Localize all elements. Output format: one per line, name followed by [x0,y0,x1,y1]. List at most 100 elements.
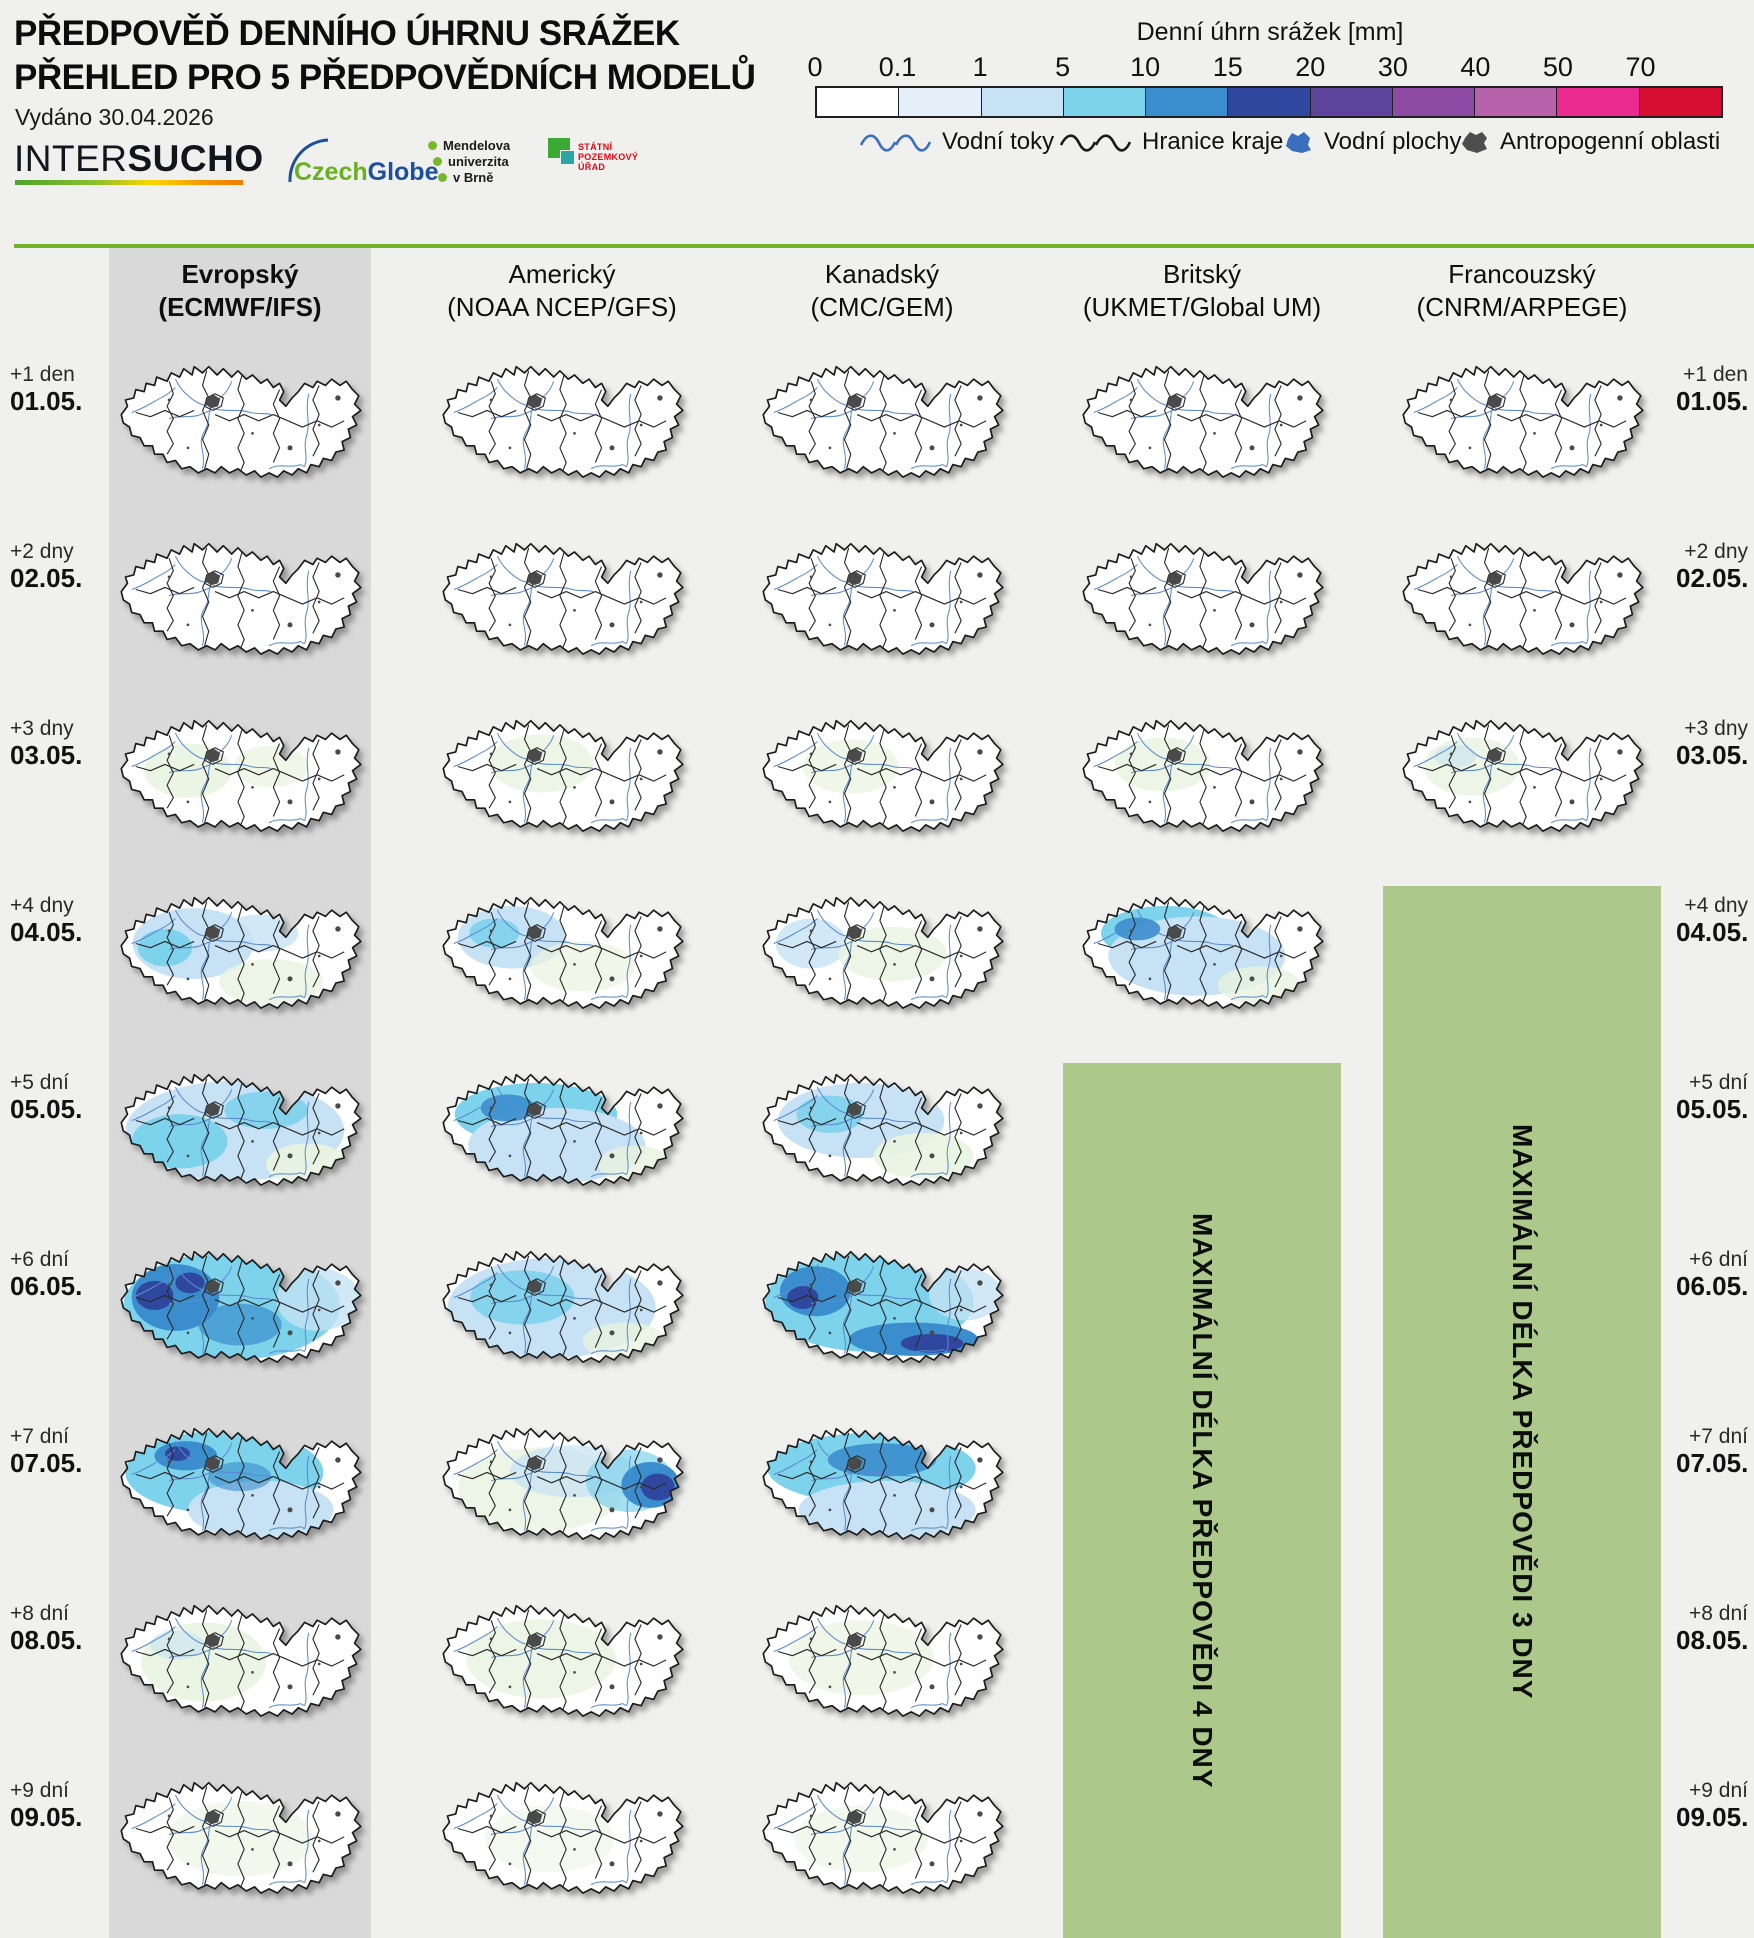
row-offset: +9 dní [10,1779,69,1802]
czechglobe-logo-globe: Globe [367,158,439,186]
row-label-left: +2 dny 02.05. [4,539,82,593]
row-date: 07.05. [1676,1448,1749,1478]
model-header-ecmwf: Evropský (ECMWF/IFS) [158,259,322,322]
colorbar-tick: 0.1 [878,52,917,82]
row-offset: +3 dny [1684,717,1748,740]
row-date: 09.05. [1676,1802,1749,1832]
row-offset: +3 dny [10,717,74,740]
row-offset: +9 dní [1689,1779,1748,1802]
forecast-map [762,365,1004,478]
region-border-icon [1059,134,1132,152]
forecast-map [1082,896,1324,1009]
forecast-map-cell [437,1060,687,1206]
mendelu-line: v Brně [453,170,494,185]
row-label-left: +5 dní 05.05. [4,1070,82,1124]
forecast-map-cell [437,352,687,498]
forecast-map [442,1073,684,1186]
row-offset: +4 dny [10,894,74,917]
row-label-left: +8 dní 08.05. [4,1601,82,1655]
forecast-map [120,1781,362,1894]
czechglobe-logo-czech: Czech [294,158,368,186]
forecast-map-cell [115,1768,365,1914]
forecast-map [442,1427,684,1540]
colorbar-title: Denní úhrn srážek [mm] [1136,18,1404,46]
forecast-map-cell [115,706,365,852]
row-date: 06.05. [1676,1271,1749,1301]
row-label-left: +7 dní 07.05. [4,1424,82,1478]
forecast-map-cell [757,529,1007,675]
czechglobe-logo: CzechGlobe [276,136,438,188]
forecast-map-cell [757,1060,1007,1206]
row-offset: +6 dní [1689,1248,1748,1271]
colorbar-tick: 1 [972,52,988,82]
row-label-right: +1 den 01.05. [1676,362,1748,416]
colorbar-segment [1227,88,1310,116]
row-offset: +5 dní [1689,1071,1748,1094]
colorbar-tick: 40 [1460,52,1491,82]
row-label-left: +9 dní 09.05. [4,1778,82,1832]
colorbar-segment [1556,88,1639,116]
forecast-map-cell [1397,706,1647,852]
forecast-map-cell [115,1060,365,1206]
forecast-map-cell [1077,352,1327,498]
forecast-map [1402,542,1644,655]
forecast-map-cell [437,1414,687,1560]
forecast-map [120,1250,362,1363]
legend-region-border: Hranice kraje [1058,126,1283,158]
max-forecast-box-label: MAXIMÁLNÍ DÉLKA PŘEDPOVĚDI 4 DNY [1187,1212,1218,1789]
forecast-map [762,542,1004,655]
forecast-map [1402,719,1644,832]
row-label-right: +5 dní 05.05. [1676,1070,1748,1124]
forecast-map [442,719,684,832]
row-label-left: +3 dny 03.05. [4,716,82,770]
colorbar [815,86,1723,118]
forecast-map-cell [115,1237,365,1383]
legend-anthropogenic: Antropogenní oblasti [1460,126,1720,158]
forecast-map-cell [1397,529,1647,675]
row-label-right: +3 dny 03.05. [1676,716,1748,770]
czechglobe-arc-icon [288,138,329,183]
forecast-map-cell [757,1237,1007,1383]
row-offset: +2 dny [10,540,74,563]
forecast-map [762,1781,1004,1894]
mendelu-dot-icon [438,173,447,182]
colorbar-segment [817,88,899,116]
model-header-arpege: Francouzský (CNRM/ARPEGE) [1416,259,1628,322]
forecast-map [442,896,684,1009]
row-label-right: +8 dní 08.05. [1676,1601,1748,1655]
forecast-map [442,365,684,478]
row-offset: +2 dny [1684,540,1748,563]
row-label-right: +6 dní 06.05. [1676,1247,1748,1301]
forecast-map-cell [757,1768,1007,1914]
forecast-map [442,1250,684,1363]
forecast-map [762,896,1004,1009]
colorbar-segment [1145,88,1228,116]
row-label-right: +2 dny 02.05. [1676,539,1748,593]
mendelu-line: univerzita [448,154,509,169]
forecast-map-cell [437,883,687,1029]
row-offset: +7 dní [10,1425,69,1448]
spu-logo: STÁTNÍ POZEMKOVÝ ÚŘAD [548,138,638,184]
colorbar-segment [980,88,1063,116]
forecast-map [442,1604,684,1717]
spu-line: ÚŘAD [578,162,606,172]
row-label-left: +1 den 01.05. [4,362,82,416]
row-label-right: +9 dní 09.05. [1676,1778,1748,1832]
mendelu-line: Mendelova [443,138,511,153]
forecast-map-cell [757,1414,1007,1560]
row-date: 06.05. [10,1271,83,1301]
row-offset: +5 dní [10,1071,69,1094]
colorbar-tick: 5 [1055,52,1071,82]
forecast-map-cell [437,1768,687,1914]
forecast-map-cell [1397,352,1647,498]
title-line2: PŘEHLED PRO 5 PŘEDPOVĚDNÍCH MODELŮ [14,58,756,97]
forecast-map [120,1073,362,1186]
legend-water-bodies: Vodní plochy [1284,126,1461,158]
colorbar-tick: 30 [1377,52,1408,82]
header-separator-line [14,244,1754,248]
issued-date: Vydáno 30.04.2026 [15,104,214,130]
row-date: 08.05. [10,1625,83,1655]
row-date: 04.05. [10,917,83,947]
row-date: 09.05. [10,1802,83,1832]
anthropogenic-area-icon [1462,132,1487,153]
